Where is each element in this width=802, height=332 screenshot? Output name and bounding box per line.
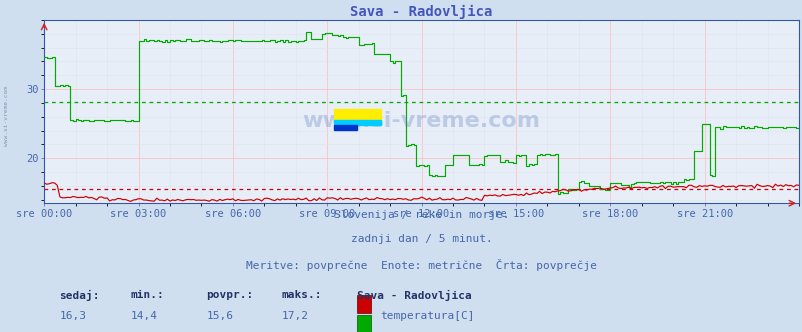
Text: www.si-vreme.com: www.si-vreme.com <box>302 111 540 131</box>
Text: 15,6: 15,6 <box>206 311 233 321</box>
Text: maks.:: maks.: <box>282 290 322 299</box>
Bar <box>357 295 371 313</box>
Text: www.si-vreme.com: www.si-vreme.com <box>4 86 9 146</box>
Text: Slovenija / reke in morje.: Slovenija / reke in morje. <box>334 210 508 220</box>
Text: povpr.:: povpr.: <box>206 290 253 299</box>
Title: Sava - Radovljica: Sava - Radovljica <box>350 5 492 19</box>
Text: min.:: min.: <box>131 290 164 299</box>
Bar <box>333 110 380 120</box>
Bar <box>333 125 357 130</box>
Text: 14,4: 14,4 <box>131 311 158 321</box>
Text: 16,3: 16,3 <box>59 311 86 321</box>
Text: 17,2: 17,2 <box>282 311 309 321</box>
Text: zadnji dan / 5 minut.: zadnji dan / 5 minut. <box>350 234 492 244</box>
Text: temperatura[C]: temperatura[C] <box>379 311 474 321</box>
Text: sedaj:: sedaj: <box>59 290 99 300</box>
Bar <box>333 120 380 125</box>
Bar <box>357 315 371 332</box>
Text: Meritve: povprečne  Enote: metrične  Črta: povprečje: Meritve: povprečne Enote: metrične Črta:… <box>245 259 597 271</box>
Text: Sava - Radovljica: Sava - Radovljica <box>357 290 472 300</box>
